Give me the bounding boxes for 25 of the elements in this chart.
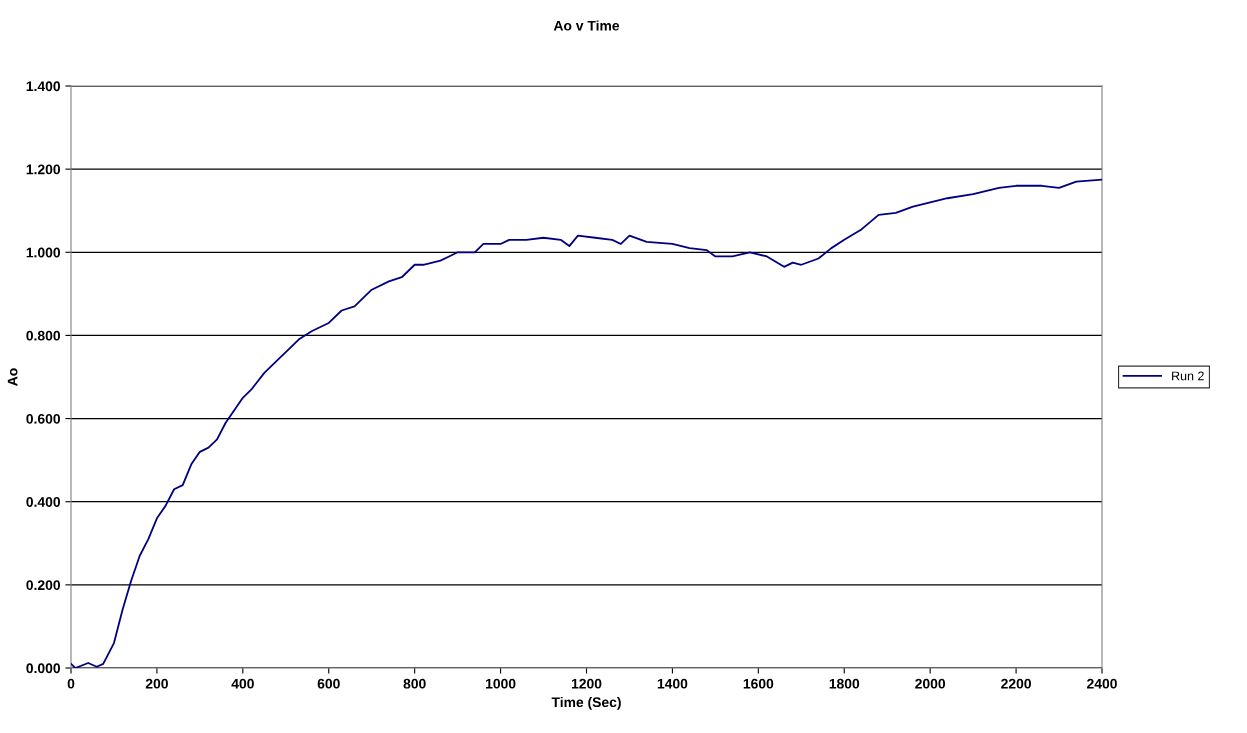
x-tick-label: 1400 <box>657 678 688 689</box>
y-tick-label: 1.200 <box>26 164 61 175</box>
x-tick-label: 2000 <box>915 678 946 689</box>
y-tick-label: 1.000 <box>26 247 61 258</box>
x-tick-label: 2200 <box>1001 678 1031 689</box>
x-tick-label: 1200 <box>571 678 602 689</box>
y-tick-label: 1.400 <box>26 81 61 92</box>
x-tick-label: 600 <box>317 678 340 689</box>
x-tick-label: 1600 <box>743 678 774 689</box>
legend-label: Run 2 <box>1172 371 1204 381</box>
y-tick-label: 0.400 <box>26 497 61 507</box>
y-tick-label: 0.600 <box>26 413 61 424</box>
y-tick-label: 0.000 <box>26 663 61 674</box>
x-tick-label: 0 <box>67 678 75 689</box>
y-tick-label: 0.800 <box>26 330 61 341</box>
x-tick-label: 800 <box>403 678 426 689</box>
x-tick-label: 1800 <box>829 678 860 689</box>
x-axis-title: Time (Sec) <box>551 696 621 710</box>
y-tick-label: 0.200 <box>26 580 61 591</box>
x-tick-label: 2400 <box>1087 678 1117 689</box>
x-tick-label: 400 <box>231 678 254 689</box>
y-axis-title: Ao <box>7 368 18 386</box>
x-tick-label: 1000 <box>486 678 516 689</box>
x-tick-label: 200 <box>145 678 168 689</box>
chart-title: Ao v Time <box>553 20 620 31</box>
